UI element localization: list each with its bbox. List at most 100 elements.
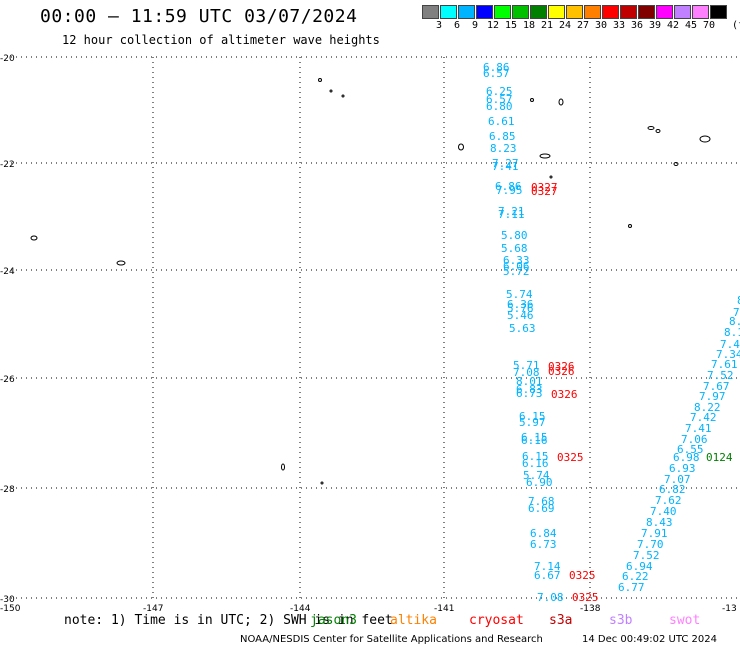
scale-label: 6 [453, 20, 461, 31]
scale-label: 21 [540, 20, 554, 31]
track-value-label: 5.74 [523, 469, 550, 482]
scale-label: 36 [630, 20, 644, 31]
island [530, 98, 534, 102]
track-value-label: 7.62 [655, 494, 682, 507]
island [628, 224, 632, 228]
island [655, 129, 661, 133]
pass-time-label: 0327 [531, 185, 558, 198]
track-value-label: 7.14 [534, 560, 561, 573]
island [329, 89, 333, 93]
island [116, 260, 126, 266]
satellite-legend-item: cryosat [469, 613, 524, 628]
track-value-label: 7.49 [720, 338, 740, 351]
credit-text: NOAA/NESDIS Center for Satellite Applica… [240, 634, 543, 645]
scale-label: 33 [612, 20, 626, 31]
track-value-label: 7.70 [637, 538, 664, 551]
track-value-label: 8.1 [724, 326, 740, 339]
pass-time-label: 0326 [548, 360, 575, 373]
track-value-label: 6.06 [503, 260, 530, 273]
scale-swatch [548, 5, 565, 19]
island-outlines [30, 78, 711, 485]
scale-swatch [530, 5, 547, 19]
track-value-label: 7.68 [528, 495, 555, 508]
island [281, 463, 285, 471]
track-value-label: 7.08 [537, 591, 564, 604]
track-value-label: 5.72 [503, 265, 530, 278]
track-value-label: 6.16 [522, 457, 549, 470]
island [558, 98, 564, 106]
scale-label: 42 [666, 20, 680, 31]
track-value-label: 6.83 [516, 383, 543, 396]
track-value-label: 7.42 [690, 411, 717, 424]
track-value-label: 6.15 [519, 410, 546, 423]
map-subtitle: 12 hour collection of altimeter wave hei… [62, 33, 380, 47]
lat-lon-grid: -20-22-24-26-28-30-150 -147 -144 -141 -138 -1… [0, 54, 740, 614]
scale-swatch [476, 5, 493, 19]
island [549, 175, 553, 179]
scale-swatch [710, 5, 727, 19]
island [341, 94, 345, 98]
latitude-label: -30 [0, 595, 15, 605]
scale-label: 18 [522, 20, 536, 31]
island [318, 78, 322, 82]
track-value-label: 6.57 [483, 67, 510, 80]
track-value-label: 6.77 [618, 581, 645, 594]
latitude-label: -26 [0, 375, 15, 385]
track-value-label: 5.74 [506, 288, 533, 301]
track-value-label: 6.36 [507, 298, 534, 311]
scale-label: 27 [576, 20, 590, 31]
track-value-label: 5.71 [513, 359, 540, 372]
track-value-label: 6.84 [530, 527, 557, 540]
island [30, 235, 38, 241]
scale-swatch [440, 5, 457, 19]
track-value-label: 6.69 [528, 502, 555, 515]
scale-label: 15 [504, 20, 518, 31]
pass-time-label: 0325 [572, 591, 599, 604]
pass-time-label: 0325 [557, 451, 584, 464]
track-value-label: 7.52 [707, 369, 734, 382]
track-value-label: 6.94 [626, 560, 653, 573]
track-value-label: 6.67 [534, 569, 561, 582]
track-value-label: 6.98 [673, 451, 700, 464]
track-value-label: 6.57 [486, 93, 513, 106]
track-value-label: 8.22 [694, 401, 721, 414]
track-value-label: 7.67 [703, 380, 730, 393]
scale-unit: (ft) [732, 20, 740, 31]
track-value-label: 6.16 [521, 434, 548, 447]
track-value-label: 7.91 [641, 527, 668, 540]
scale-swatch [458, 5, 475, 19]
track-value-label: 6.90 [526, 476, 553, 489]
track-value-label: 7.95 [496, 184, 523, 197]
footer-note: note: 1) Time is in UTC; 2) SWH is in fe… [64, 613, 393, 628]
track-value-label: 6.25 [486, 85, 513, 98]
track-value-label: 6.73 [530, 538, 557, 551]
track-value-label: 7.08 [513, 366, 540, 379]
scale-label: 24 [558, 20, 572, 31]
scale-swatch [692, 5, 709, 19]
generated-timestamp: 14 Dec 00:49:02 UTC 2024 [582, 634, 717, 645]
longitude-label: -147 [143, 604, 163, 614]
island [458, 143, 464, 151]
longitude-label: -13 [722, 604, 737, 614]
scale-label: 3 [435, 20, 443, 31]
pass-time-label: 0326 [551, 388, 578, 401]
satellite-legend-item: s3a [549, 613, 573, 628]
scale-swatch [512, 5, 529, 19]
track-value-label: 8 [737, 294, 740, 307]
pass-time-label: 0326 [548, 365, 575, 378]
track-value-label: 7.27 [492, 157, 519, 170]
satellite-legend-item: jason3 [310, 613, 357, 628]
longitude-label: -150 [0, 604, 21, 614]
island [673, 162, 679, 166]
longitude-label: -144 [290, 604, 311, 614]
satellite-legend-item: s3b [609, 613, 633, 628]
track-value-label: 5.97 [519, 416, 546, 429]
track-value-label: 5.63 [509, 322, 536, 335]
scale-label: 9 [471, 20, 479, 31]
track-value-label: 6.82 [659, 483, 686, 496]
track-value-label: 8.23 [490, 142, 517, 155]
latitude-label: -24 [0, 267, 15, 277]
track-value-label: 6.55 [677, 443, 704, 456]
scale-label: 39 [648, 20, 662, 31]
scale-swatch [656, 5, 673, 19]
